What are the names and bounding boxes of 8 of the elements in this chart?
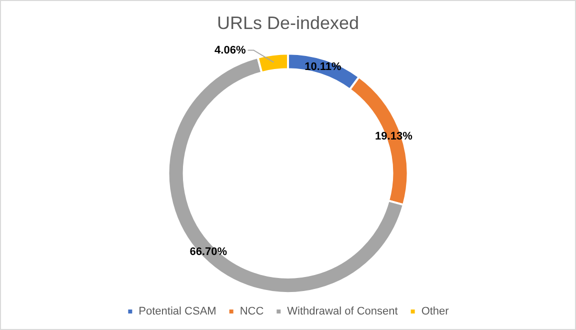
data-label: 10.11% [304,61,342,74]
legend-label: Withdrawal of Consent [287,306,398,318]
legend-label: Other [421,306,450,318]
legend-label: Potential CSAM [138,306,216,318]
chart-title: URLs De-indexed [216,12,360,33]
legend-label: NCC [240,306,264,318]
data-label: 4.06% [214,44,246,56]
data-label: 66.70% [190,246,228,258]
